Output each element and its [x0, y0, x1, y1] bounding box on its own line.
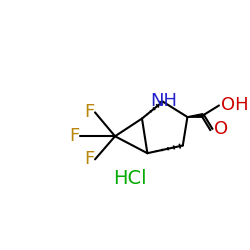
- Text: F: F: [84, 104, 94, 122]
- Text: F: F: [84, 150, 94, 168]
- Text: F: F: [69, 127, 80, 145]
- Text: O: O: [214, 120, 228, 138]
- Text: OH: OH: [220, 96, 248, 114]
- Polygon shape: [188, 114, 203, 117]
- Text: HCl: HCl: [114, 169, 147, 188]
- Text: NH: NH: [150, 92, 177, 110]
